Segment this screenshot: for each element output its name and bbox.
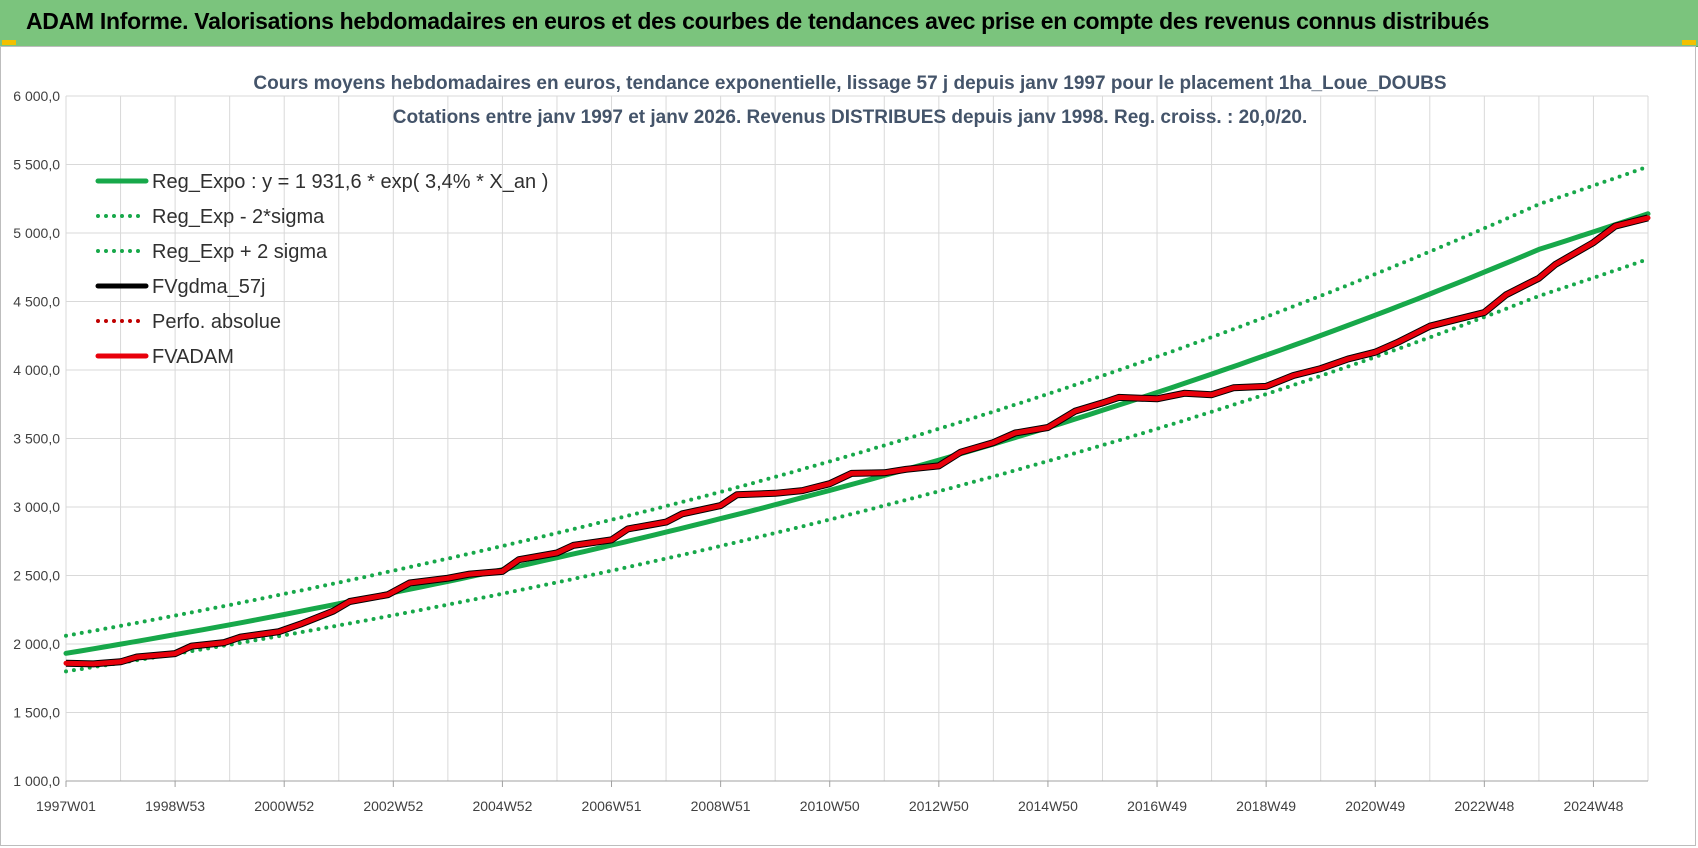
header-banner: ADAM Informe. Valorisations hebdomadaire… [0,0,1698,47]
x-tick-label: 2020W49 [1345,798,1405,814]
x-tick-label: 2000W52 [254,798,314,814]
legend-label: Reg_Exp + 2 sigma [152,241,328,263]
chart-grid [65,95,1649,782]
y-tick-label: 2 500,0 [13,568,60,584]
legend-label: Perfo. absolue [152,311,281,333]
legend-label: FVADAM [152,346,234,368]
x-tick-label: 2016W49 [1127,798,1187,814]
x-tick-label: 2008W51 [691,798,751,814]
y-tick-label: 5 500,0 [13,157,60,173]
x-tick-label: 2004W52 [472,798,532,814]
y-tick-label: 1 000,0 [13,773,60,789]
chart-title: Cours moyens hebdomadaires en euros, ten… [253,73,1446,94]
y-tick-label: 4 500,0 [13,294,60,310]
x-tick-label: 1997W01 [36,798,96,814]
y-tick-label: 2 000,0 [13,636,60,652]
x-tick-label: 2006W51 [582,798,642,814]
legend-label: Reg_Exp - 2*sigma [152,206,325,228]
x-axis: 1997W01 1998W53 2000W52 2002W52 2004W52 2006W… [36,780,1648,814]
legend-label: FVgdma_57j [152,276,265,298]
chart-series [63,164,1651,674]
corner-marker-right [1682,40,1696,45]
y-tick-label: 6 000,0 [13,88,60,104]
y-tick-label: 4 000,0 [13,362,60,378]
x-tick-label: 2018W49 [1236,798,1296,814]
x-tick-label: 2012W50 [909,798,969,814]
chart-legend: Reg_Expo : y = 1 931,6 * exp( 3,4% * X_a… [95,171,548,368]
series-line-1 [64,257,1650,674]
page-title: ADAM Informe. Valorisations hebdomadaire… [26,8,1490,34]
x-tick-label: 2010W50 [800,798,860,814]
chart-frame [0,46,1696,846]
corner-marker-left [2,40,16,45]
x-tick-label: 2014W50 [1018,798,1078,814]
legend-label: Reg_Expo : y = 1 931,6 * exp( 3,4% * X_a… [152,171,548,193]
series-line-3 [63,215,1651,667]
x-tick-label: 2002W52 [363,798,423,814]
y-tick-label: 5 000,0 [13,225,60,241]
series-line-0 [63,211,1651,656]
y-tick-label: 3 000,0 [13,499,60,515]
x-tick-label: 1998W53 [145,798,205,814]
series-line-2 [64,164,1650,638]
y-tick-label: 1 500,0 [13,705,60,721]
chart-subtitle: Cotations entre janv 1997 et janv 2026. … [393,107,1308,128]
y-tick-label: 3 500,0 [13,431,60,447]
y-axis: 1 000,0 1 500,0 2 000,0 2 500,0 3 000,0 3 500… [13,88,60,789]
x-tick-label: 2022W48 [1454,798,1514,814]
series-line-fvgdma [65,214,1649,668]
x-tick-label: 2024W48 [1563,798,1623,814]
